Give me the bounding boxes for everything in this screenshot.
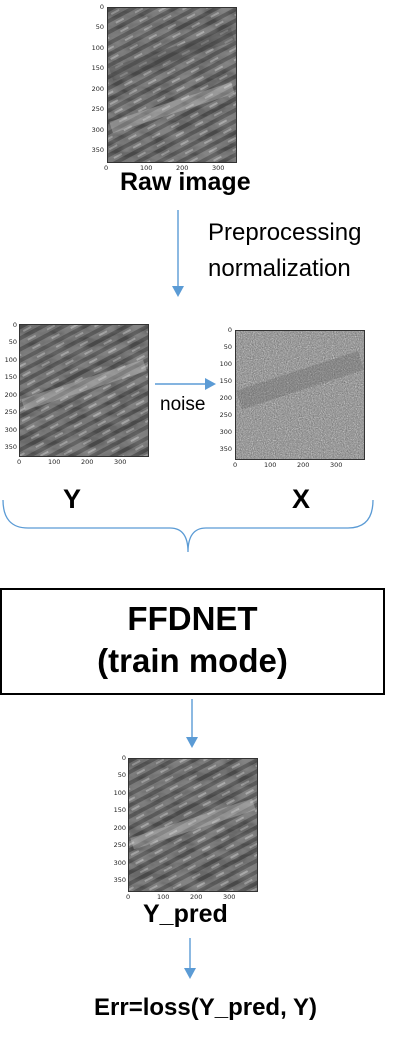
tick-label: 300	[113, 859, 126, 867]
raw-x-ticks: 0 100 200 300	[104, 165, 244, 175]
ffdnet-title: FFDNET	[127, 600, 258, 637]
tick-label: 100	[157, 893, 170, 901]
preprocessing-label: Preprocessing	[208, 219, 362, 246]
arrow-down	[184, 938, 196, 979]
tick-label: 100	[4, 356, 17, 364]
x-label: X	[292, 484, 311, 514]
tick-label: 250	[113, 841, 126, 849]
tick-label: 50	[95, 23, 104, 31]
y-pred-x-ticks: 0 100 200 300	[126, 894, 266, 904]
tick-label: 300	[219, 428, 232, 436]
tick-label: 350	[4, 443, 17, 451]
tick-label: 250	[4, 408, 17, 416]
tick-label: 0	[104, 164, 109, 172]
y-pred-label: Y_pred	[143, 900, 228, 928]
tick-label: 300	[330, 461, 343, 469]
tick-label: 200	[4, 391, 17, 399]
arrow-down	[172, 210, 184, 297]
tick-label: 350	[91, 146, 104, 154]
raw-image-label: Raw image	[120, 168, 251, 196]
tick-label: 100	[219, 360, 232, 368]
noise-label: noise	[160, 394, 206, 415]
tick-label: 0	[121, 754, 126, 762]
arrow-down	[186, 699, 198, 748]
x-y-ticks: 0 50 100 150 200 250 300 350	[214, 327, 232, 463]
tick-label: 100	[113, 789, 126, 797]
tick-label: 0	[17, 458, 22, 466]
tick-label: 100	[140, 164, 153, 172]
tick-label: 0	[12, 321, 17, 329]
tick-label: 300	[91, 126, 104, 134]
tick-label: 350	[219, 445, 232, 453]
arrow-right	[155, 378, 216, 390]
grouping-brace	[2, 499, 374, 553]
tick-label: 300	[4, 426, 17, 434]
tick-label: 350	[113, 876, 126, 884]
tick-label: 300	[212, 164, 225, 172]
tick-label: 0	[233, 461, 238, 469]
y-pred-image-plot	[128, 758, 258, 892]
tick-label: 0	[227, 326, 232, 334]
tick-label: 150	[91, 64, 104, 72]
tick-label: 200	[219, 394, 232, 402]
tick-label: 300	[114, 458, 127, 466]
raw-y-ticks: 0 50 100 150 200 250 300 350	[86, 4, 104, 164]
tick-label: 150	[219, 377, 232, 385]
y-x-ticks: 0 100 200 300	[17, 459, 157, 469]
raw-image-plot	[107, 7, 237, 163]
y-pred-y-ticks: 0 50 100 150 200 250 300 350	[108, 755, 126, 895]
tick-label: 100	[91, 44, 104, 52]
tick-label: 200	[113, 824, 126, 832]
tick-label: 50	[117, 771, 126, 779]
x-x-ticks: 0 100 200 300	[233, 462, 373, 472]
tick-label: 250	[219, 411, 232, 419]
tick-label: 0	[99, 3, 104, 11]
normalization-label: normalization	[208, 255, 351, 282]
ffdnet-mode: (train mode)	[97, 642, 288, 679]
tick-label: 200	[297, 461, 310, 469]
tick-label: 200	[176, 164, 189, 172]
y-label: Y	[63, 484, 82, 514]
tick-label: 0	[126, 893, 131, 901]
tick-label: 150	[4, 373, 17, 381]
loss-label: Err=loss(Y_pred, Y)	[94, 994, 317, 1021]
ffdnet-box: FFDNET (train mode)	[0, 588, 385, 695]
tick-label: 200	[91, 85, 104, 93]
tick-label: 250	[91, 105, 104, 113]
tick-label: 50	[8, 338, 17, 346]
tick-label: 100	[48, 458, 61, 466]
tick-label: 200	[190, 893, 203, 901]
y-image-plot	[19, 324, 149, 457]
tick-label: 150	[113, 806, 126, 814]
y-y-ticks: 0 50 100 150 200 250 300 350	[0, 322, 17, 462]
tick-label: 200	[81, 458, 94, 466]
tick-label: 100	[264, 461, 277, 469]
x-image-plot	[235, 330, 365, 460]
tick-label: 50	[223, 343, 232, 351]
tick-label: 300	[223, 893, 236, 901]
